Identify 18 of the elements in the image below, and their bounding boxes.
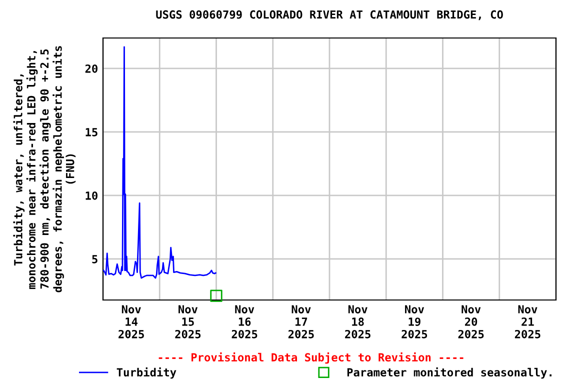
x-tick-label: Nov 15 2025	[175, 305, 201, 338]
x-tick-label: Nov 20 2025	[458, 305, 484, 338]
chart-title: USGS 09060799 COLORADO RIVER AT CATAMOUNT BRIDGE, CO	[156, 10, 503, 20]
y-tick-label: 20	[85, 64, 98, 73]
y-tick-label: 5	[92, 255, 98, 264]
y-axis-title: Turbidity, water, unfiltered, monochrome near infra-red LED light, 780-900 nm, detection angle 90 +-2.5 degrees, formazin nephelometric units (FNU)	[13, 46, 76, 292]
x-tick-label: Nov 16 2025	[232, 305, 258, 338]
y-tick-label: 10	[86, 191, 98, 200]
x-tick-label: Nov 21 2025	[514, 305, 540, 338]
x-tick-label: Nov 17 2025	[288, 305, 314, 338]
legend-label: Parameter monitored seasonally.	[347, 367, 552, 379]
x-tick-label: Nov 19 2025	[402, 305, 428, 338]
text: ---- Provisional Data Subject to Revision ----	[158, 352, 464, 364]
line-series	[103, 46, 216, 279]
x-tick-label: Nov 14 2025	[118, 305, 144, 338]
x-tick-label: Nov 18 2025	[345, 305, 370, 338]
legend-label: Turbidity	[116, 367, 176, 379]
y-tick-label: 15	[86, 128, 98, 136]
